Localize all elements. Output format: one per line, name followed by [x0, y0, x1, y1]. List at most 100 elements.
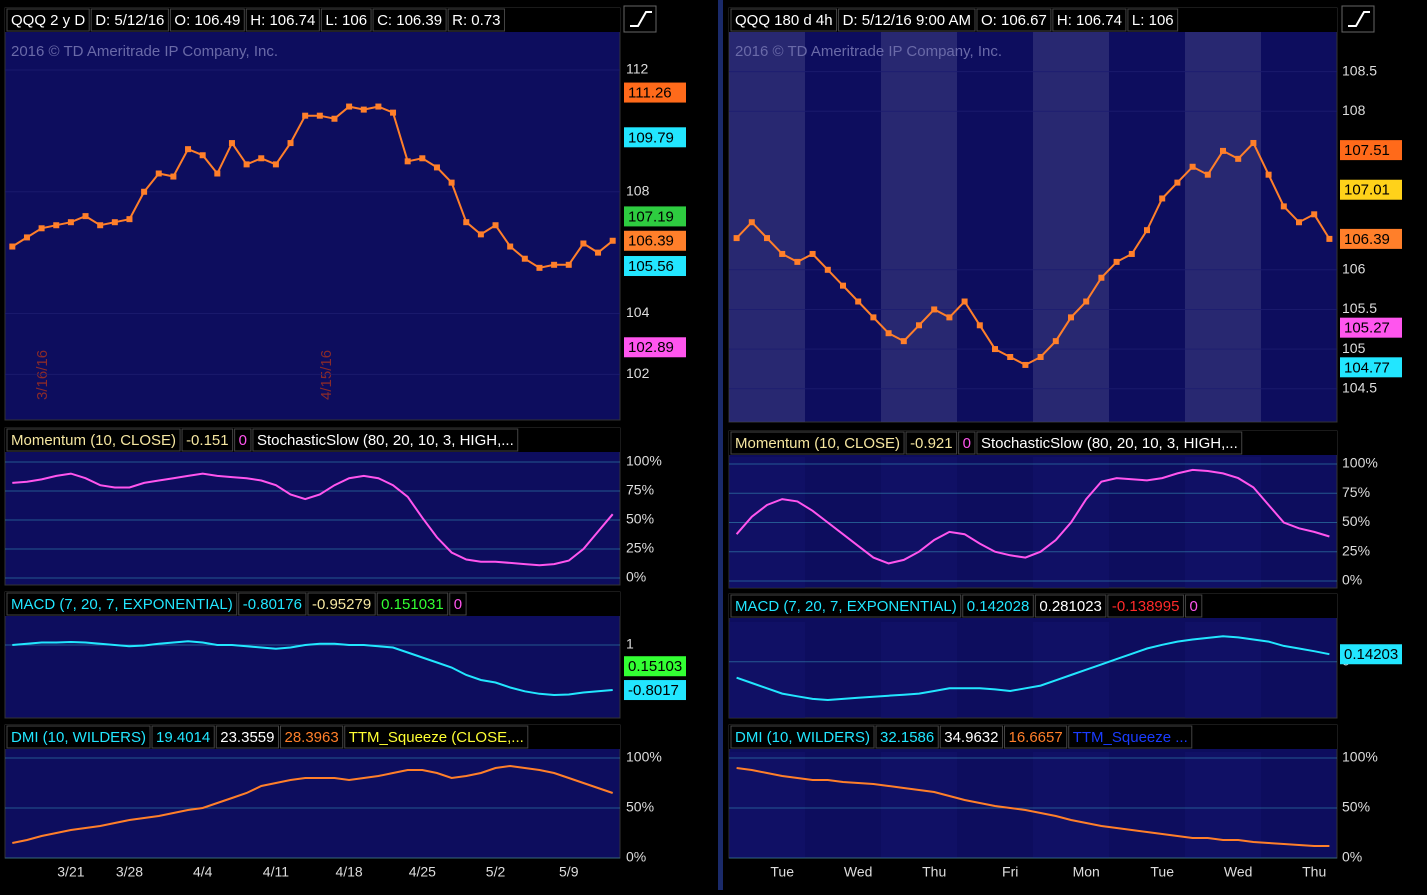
header-item: 0	[963, 435, 971, 452]
header-item: TTM_Squeeze (CLOSE,...	[349, 729, 524, 746]
value-tag	[1340, 357, 1402, 378]
y-tick-label: 105	[1342, 340, 1366, 356]
header-item: StochasticSlow (80, 20, 10, 3, HIGH,...	[257, 432, 514, 449]
close-mark	[126, 216, 133, 223]
header-item-frame	[1052, 8, 1127, 32]
close-mark	[1113, 258, 1120, 265]
header-item: -0.95279	[312, 596, 371, 613]
close-mark	[287, 140, 294, 147]
header-item: C: 106.39	[377, 12, 442, 29]
header-item: O: 106.67	[981, 12, 1047, 29]
close-mark	[1083, 298, 1090, 305]
header-item-frame	[730, 594, 962, 618]
watermark: 2016 © TD Ameritrade IP Company, Inc.	[735, 43, 1002, 60]
close-mark	[565, 261, 572, 268]
close-mark	[931, 306, 938, 313]
close-mark	[885, 330, 892, 337]
y-tick-label: 108	[626, 182, 650, 198]
close-mark	[961, 298, 968, 305]
close-mark	[1296, 219, 1302, 226]
icon-frame[interactable]	[1341, 5, 1375, 33]
chart-icon[interactable]	[1341, 5, 1375, 33]
header-item: 19.4014	[156, 729, 210, 746]
close-mark	[390, 109, 397, 116]
close-mark	[1022, 361, 1029, 368]
header-item-frame	[234, 428, 252, 452]
header-item-frame	[6, 428, 181, 452]
value-tag	[624, 127, 686, 148]
value-tag-label: 0.14203	[1344, 646, 1398, 663]
header-item: 0	[454, 596, 462, 613]
y-tick-label: 105.5	[1342, 300, 1377, 316]
value-tag-label: 104.77	[1344, 359, 1390, 376]
close-mark	[170, 173, 177, 180]
close-mark	[946, 314, 953, 321]
value-tag	[1340, 228, 1402, 249]
header-item-frame	[976, 8, 1052, 32]
close-mark	[53, 222, 60, 229]
close-mark	[228, 140, 235, 147]
date-annotation: 3/16/16	[34, 350, 51, 400]
close-mark	[855, 298, 862, 305]
close-mark	[1311, 211, 1318, 218]
close-mark	[1204, 171, 1211, 178]
close-mark	[916, 322, 922, 329]
day-band	[1185, 32, 1261, 422]
header-item: Momentum (10, CLOSE)	[735, 435, 900, 452]
x-tick-label: 5/9	[559, 864, 579, 880]
close-mark	[1220, 147, 1226, 154]
x-tick-label: 3/21	[57, 864, 84, 880]
header-item: -0.138995	[1112, 598, 1180, 615]
close-mark	[1280, 203, 1287, 210]
header-item: -0.151	[186, 432, 229, 449]
close-mark	[609, 237, 616, 244]
header-item-frame	[344, 725, 529, 749]
close-mark	[1235, 155, 1242, 162]
y-tick-label: 50%	[1342, 799, 1370, 815]
y-tick-label: 104	[626, 304, 650, 320]
header-item: 0.142028	[967, 598, 1030, 615]
icon-frame[interactable]	[623, 5, 657, 33]
chart-icon[interactable]	[623, 5, 657, 33]
series-line	[12, 764, 614, 844]
value-tag	[1340, 179, 1402, 200]
header-item-frame	[1068, 725, 1193, 749]
y-tick-label: 0%	[626, 849, 646, 865]
close-mark	[794, 258, 801, 265]
header-item-frame	[169, 8, 245, 32]
day-band	[1033, 622, 1109, 718]
value-tag	[1340, 644, 1402, 665]
close-mark	[976, 322, 983, 329]
close-mark	[141, 188, 148, 195]
close-mark	[779, 250, 786, 257]
header-item-frame	[372, 8, 447, 32]
close-mark	[316, 112, 323, 119]
day-band	[729, 622, 805, 718]
y-tick-label: 25%	[626, 540, 654, 556]
y-tick-label: 1	[626, 636, 634, 652]
close-mark	[82, 213, 89, 220]
header-item: R: 0.73	[452, 12, 500, 29]
series-line	[12, 472, 614, 567]
close-mark	[404, 158, 411, 165]
header-item: H: 106.74	[1057, 12, 1122, 29]
close-mark	[1052, 338, 1059, 345]
close-mark	[748, 219, 755, 226]
value-tag	[624, 680, 686, 701]
close-mark	[258, 155, 265, 162]
close-mark	[870, 314, 877, 321]
x-tick-label: Fri	[1002, 864, 1018, 880]
header-item-frame	[181, 428, 234, 452]
header-item: 0.281023	[1039, 598, 1102, 615]
header-item: L: 106	[325, 12, 367, 29]
y-tick-label: 100%	[626, 749, 662, 765]
close-mark	[38, 225, 45, 232]
header-item: H: 106.74	[250, 12, 315, 29]
value-tag	[1340, 317, 1402, 338]
day-band	[1033, 32, 1109, 422]
value-tag	[1340, 140, 1402, 161]
close-mark	[214, 170, 221, 177]
series-line	[735, 141, 1331, 367]
close-mark	[551, 261, 558, 268]
close-mark	[1037, 354, 1044, 360]
